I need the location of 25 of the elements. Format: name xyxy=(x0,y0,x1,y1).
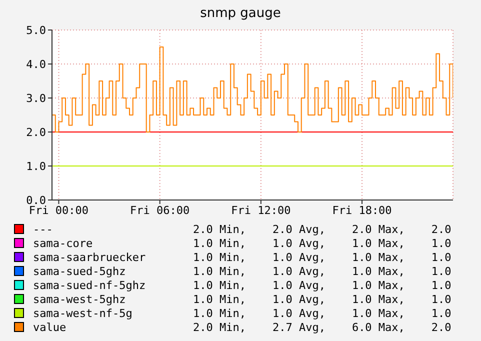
y-tick-label: 4.0 xyxy=(26,58,46,71)
x-tick-label: Fri 12:00 xyxy=(231,204,291,217)
y-tick-label: 3.0 xyxy=(26,92,46,105)
legend-label: sama-west-nf-5g xyxy=(33,306,134,320)
x-tick-label: Fri 18:00 xyxy=(332,204,392,217)
y-tick-label: 2.0 xyxy=(26,126,46,139)
text: 2.0 Min, 2.0 Avg, 2.0 Max, 2.0 xyxy=(193,222,452,236)
text: 1.0 Min, 1.0 Avg, 1.0 Max, 1.0 xyxy=(193,278,452,292)
y-tick-label: 1.0 xyxy=(26,160,46,173)
legend-label: --- xyxy=(33,222,54,236)
text: 1.0 Min, 1.0 Avg, 1.0 Max, 1.0 xyxy=(193,306,452,320)
y-tick-label: 5.0 xyxy=(26,24,46,37)
legend-label: sama-core xyxy=(33,236,94,250)
legend-label: sama-west-5ghz xyxy=(33,292,127,306)
legend-label: sama-sued-5ghz xyxy=(33,264,127,278)
text: 1.0 Min, 1.0 Avg, 1.0 Max, 1.0 xyxy=(193,250,452,264)
legend-label: sama-sued-nf-5ghz xyxy=(33,278,147,292)
text: 1.0 Min, 1.0 Avg, 1.0 Max, 1.0 xyxy=(193,292,452,306)
text: 1.0 Min, 1.0 Avg, 1.0 Max, 1.0 xyxy=(193,264,452,278)
text: 2.0 Min, 2.7 Avg, 6.0 Max, 2.0 xyxy=(193,320,452,334)
legend-label: sama-saarbruecker xyxy=(33,250,147,264)
legend-label: value xyxy=(33,320,68,334)
text: 1.0 Min, 1.0 Avg, 1.0 Max, 1.0 xyxy=(193,236,452,250)
chart-title: snmp gauge xyxy=(199,5,282,22)
x-tick-label: Fri 06:00 xyxy=(130,204,190,217)
